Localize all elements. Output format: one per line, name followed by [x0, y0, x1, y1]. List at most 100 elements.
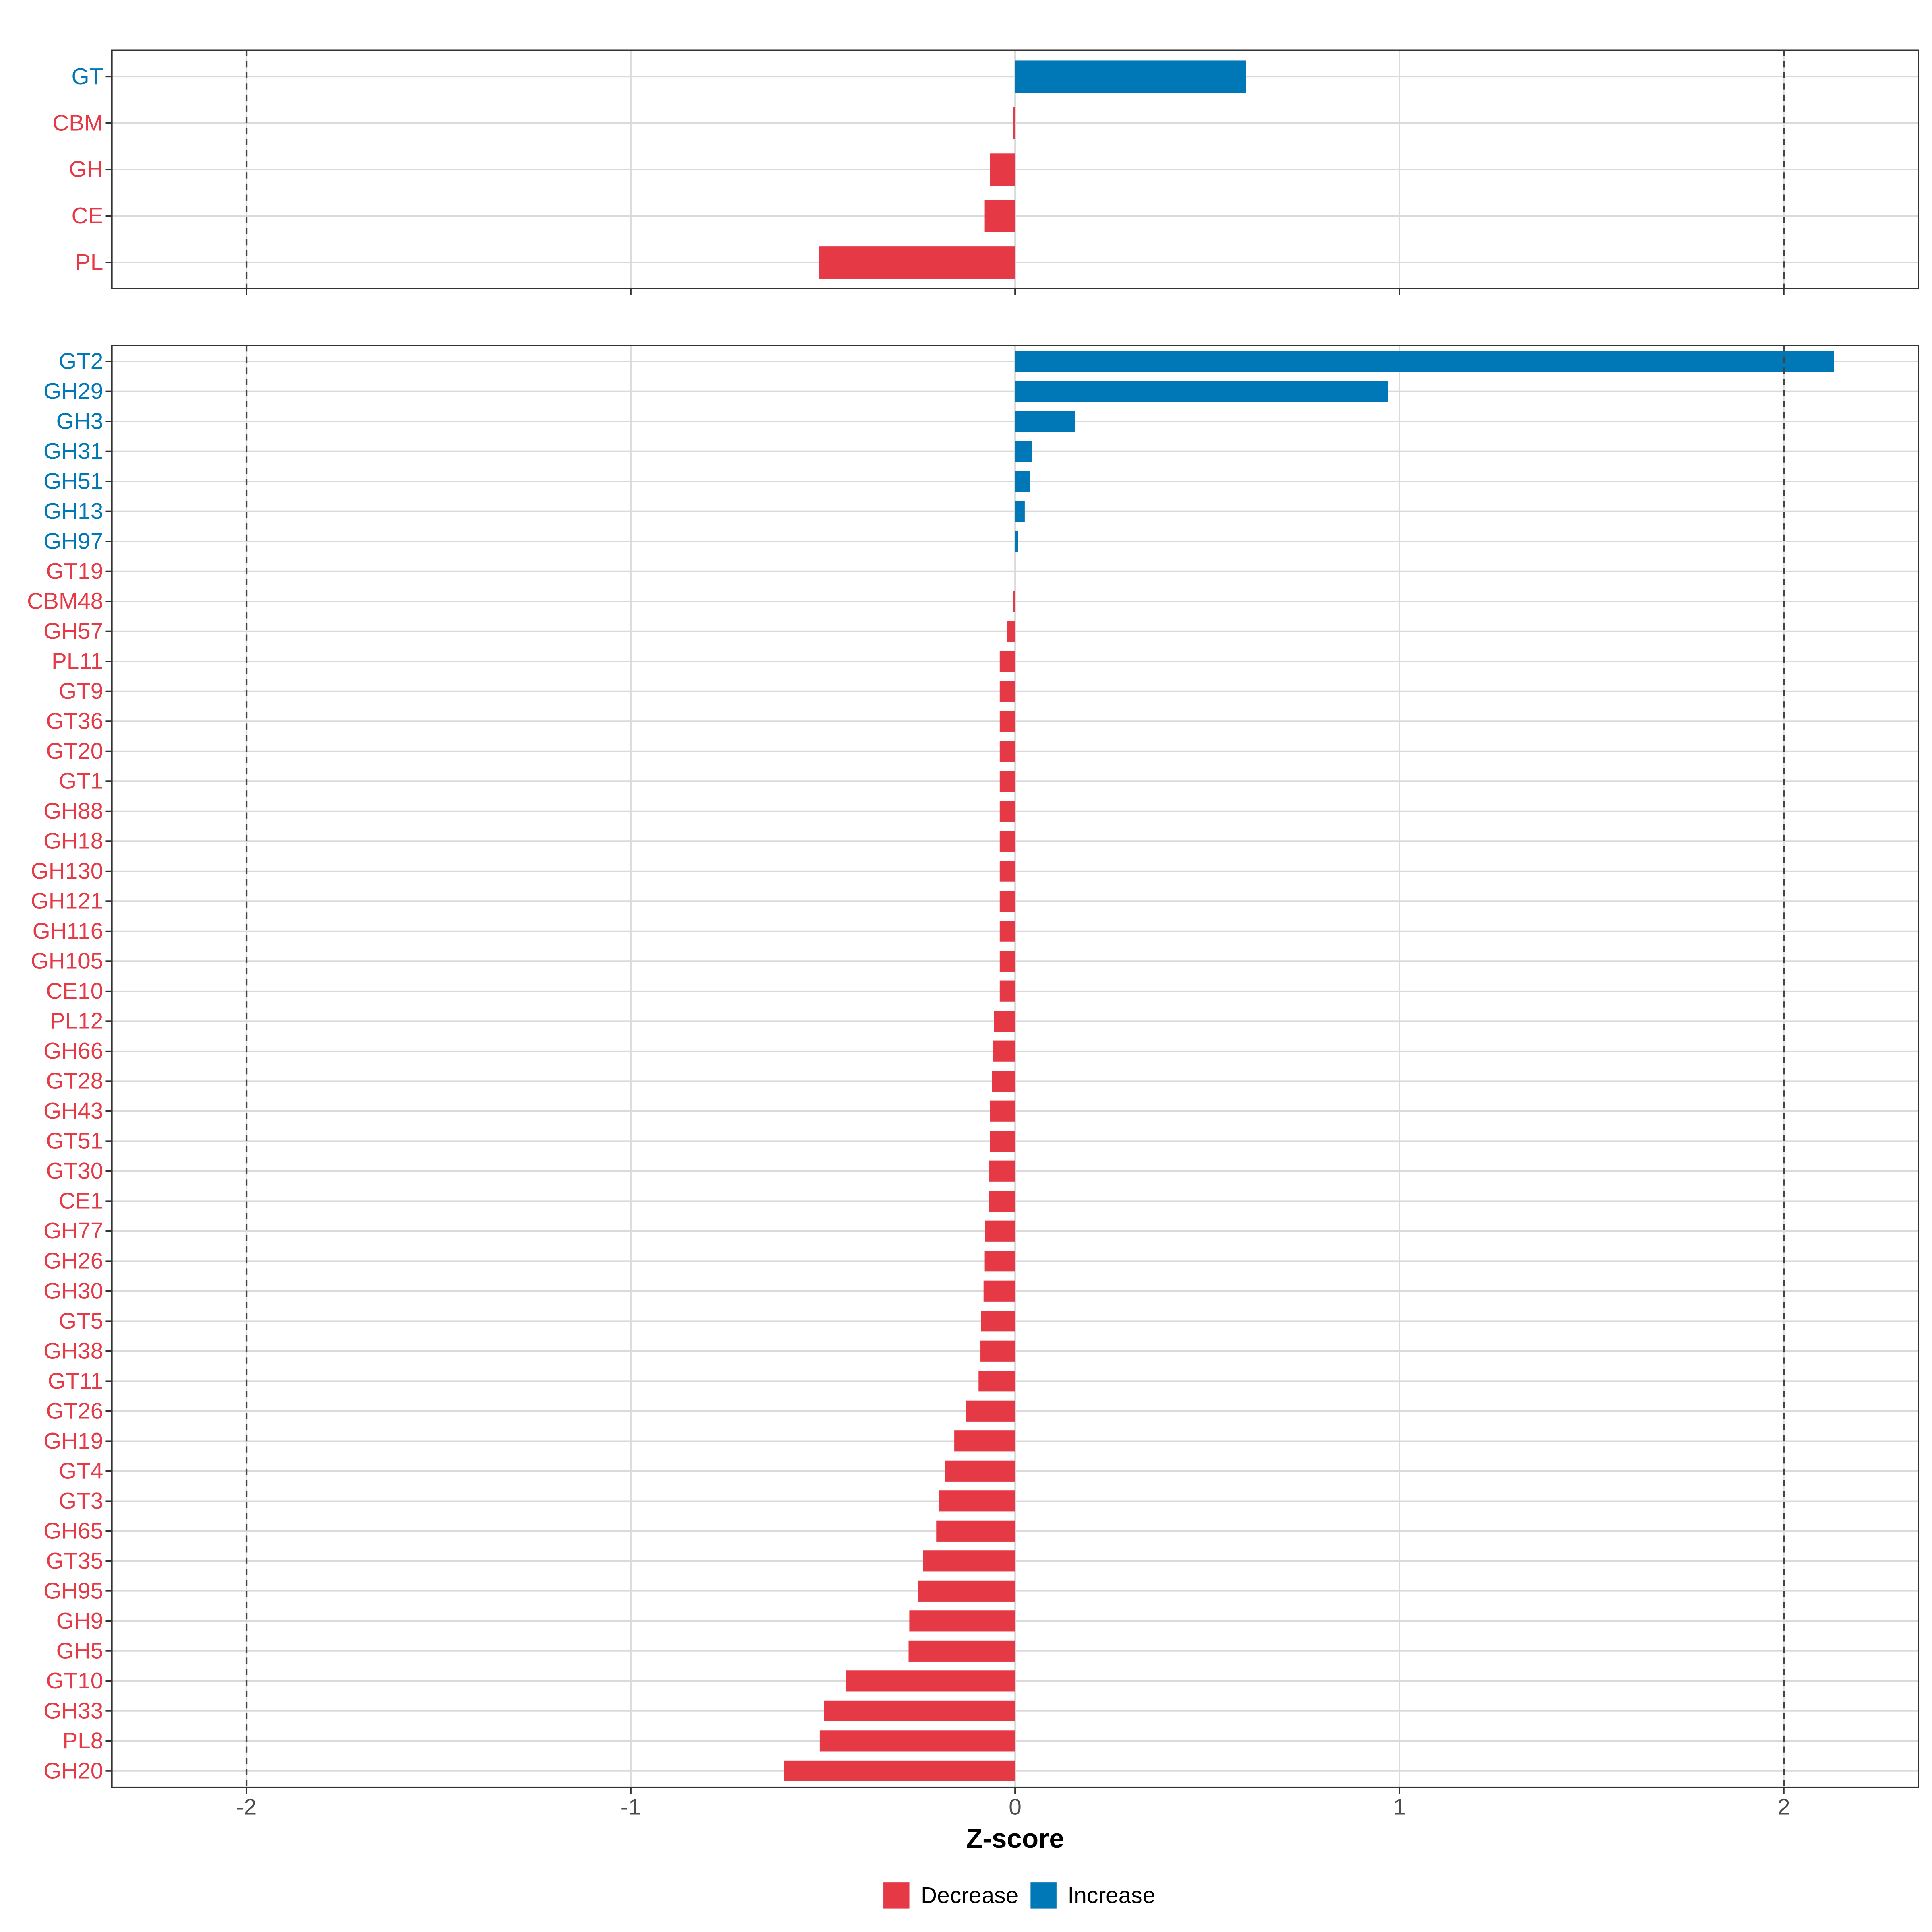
bar-GH29 — [1015, 381, 1388, 402]
category-label-GH5: GH5 — [56, 1638, 103, 1664]
category-label-GH77: GH77 — [43, 1218, 103, 1244]
category-label-CE1: CE1 — [59, 1189, 103, 1214]
bar-GH26 — [984, 1251, 1016, 1272]
category-label-GT4: GT4 — [59, 1458, 103, 1484]
x-tick-label-1: -1 — [621, 1794, 641, 1820]
bar-GH3 — [1015, 411, 1075, 432]
bar-GH130 — [999, 861, 1016, 882]
bar-CE1 — [989, 1191, 1016, 1212]
x-tick-label-4: 2 — [1777, 1794, 1790, 1820]
category-label-GT51: GT51 — [46, 1129, 103, 1154]
category-label-PL8: PL8 — [62, 1728, 103, 1754]
bar-GH116 — [999, 921, 1016, 942]
category-label-GT1: GT1 — [59, 769, 103, 794]
bar-CBM48 — [1013, 590, 1016, 612]
category-label-GH38: GH38 — [43, 1338, 103, 1364]
legend-label-decrease: Decrease — [921, 1883, 1018, 1908]
bar-PL11 — [999, 650, 1016, 672]
category-label-GH9: GH9 — [56, 1608, 103, 1634]
category-label-PL12: PL12 — [50, 1009, 103, 1034]
category-label-GH33: GH33 — [43, 1698, 103, 1724]
category-label-GH20: GH20 — [43, 1758, 103, 1783]
bar-CBM — [1013, 107, 1016, 139]
category-label-GT28: GT28 — [46, 1069, 103, 1094]
bar-GT4 — [945, 1460, 1016, 1482]
x-axis-title: Z-score — [966, 1824, 1064, 1854]
category-label-GT35: GT35 — [46, 1548, 103, 1574]
bar-GH65 — [936, 1520, 1016, 1542]
frame-layer — [105, 49, 1920, 1794]
bar-PL — [819, 246, 1016, 279]
category-label-GT26: GT26 — [46, 1398, 103, 1424]
legend-key-decrease — [883, 1882, 910, 1909]
bar-GT35 — [923, 1550, 1016, 1572]
category-label-GT30: GT30 — [46, 1158, 103, 1184]
category-label-GT3: GT3 — [59, 1488, 103, 1514]
category-label-GH43: GH43 — [43, 1098, 103, 1124]
category-label-GH51: GH51 — [43, 469, 103, 494]
category-label-GH31: GH31 — [43, 439, 103, 464]
bar-PL12 — [994, 1011, 1016, 1032]
category-label-GT20: GT20 — [46, 739, 103, 764]
category-label-GT19: GT19 — [46, 559, 103, 584]
bar-GH30 — [983, 1280, 1016, 1302]
category-label-GH26: GH26 — [43, 1249, 103, 1274]
x-tick-label-2: 0 — [1009, 1794, 1022, 1820]
bar-GH57 — [1006, 621, 1016, 642]
category-label-GH57: GH57 — [43, 619, 103, 644]
category-label-PL: PL — [75, 250, 103, 275]
x-tick-label-3: 1 — [1393, 1794, 1406, 1820]
category-label-GH19: GH19 — [43, 1428, 103, 1454]
category-label-GH105: GH105 — [31, 949, 103, 974]
bar-GH19 — [954, 1430, 1016, 1452]
bar-GT9 — [999, 681, 1016, 702]
bar-PL8 — [819, 1730, 1016, 1752]
bar-CE — [984, 200, 1016, 232]
bar-GH — [990, 153, 1016, 186]
category-label-GH65: GH65 — [43, 1518, 103, 1544]
bar-layer — [245, 50, 1834, 1788]
category-label-GT36: GT36 — [46, 709, 103, 734]
bar-GH13 — [1015, 501, 1025, 522]
bar-GT10 — [846, 1670, 1016, 1692]
bar-GT26 — [966, 1400, 1016, 1422]
label-layer: GTCBMGHCEPLGT2GH29GH3GH31GH51GH13GH97GT1… — [27, 64, 1790, 1854]
category-label-CBM48: CBM48 — [27, 589, 103, 614]
bar-GH43 — [990, 1100, 1016, 1122]
bar-GH20 — [784, 1760, 1016, 1781]
bar-CE10 — [999, 980, 1016, 1002]
category-label-GH88: GH88 — [43, 799, 103, 824]
bar-GT5 — [981, 1311, 1016, 1332]
category-label-GH: GH — [69, 157, 103, 182]
bar-GT3 — [939, 1490, 1016, 1512]
bar-GT1 — [999, 771, 1016, 792]
legend-key-increase — [1030, 1882, 1057, 1909]
bar-GH97 — [1015, 530, 1018, 552]
bar-GT51 — [989, 1131, 1016, 1152]
legend-label-increase: Increase — [1067, 1883, 1155, 1908]
category-label-CBM: CBM — [52, 110, 103, 136]
bar-GT2 — [1015, 351, 1834, 372]
category-label-GT9: GT9 — [59, 679, 103, 704]
bar-GH105 — [999, 951, 1016, 972]
category-label-GT10: GT10 — [46, 1668, 103, 1694]
category-label-GH97: GH97 — [43, 529, 103, 554]
bar-GH18 — [999, 831, 1016, 852]
bar-GT11 — [978, 1371, 1016, 1392]
bar-GT36 — [999, 710, 1016, 732]
bar-GT20 — [999, 741, 1016, 762]
category-label-GT11: GT11 — [48, 1368, 103, 1394]
bar-GH77 — [985, 1220, 1016, 1242]
category-label-GH130: GH130 — [31, 859, 103, 884]
bar-GH95 — [918, 1580, 1016, 1602]
category-label-GT2: GT2 — [59, 349, 103, 374]
bar-GH88 — [999, 801, 1016, 822]
x-tick-label-0: -2 — [236, 1794, 257, 1820]
bar-GH9 — [909, 1610, 1016, 1632]
bar-GH38 — [980, 1340, 1016, 1362]
category-label-GT: GT — [71, 64, 103, 89]
category-label-GH18: GH18 — [43, 829, 103, 854]
bar-GT28 — [992, 1071, 1016, 1092]
